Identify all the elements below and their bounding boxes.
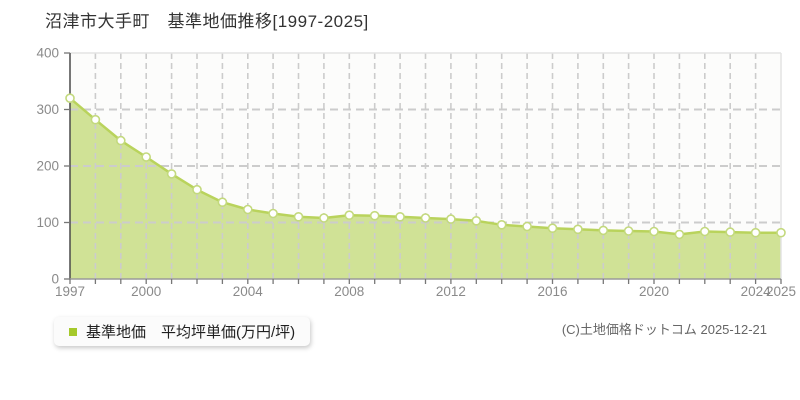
data-point — [725, 227, 736, 237]
y-tick-label: 100 — [36, 215, 59, 230]
copyright-note: (C)土地価格ドットコム 2025-12-21 — [561, 322, 767, 337]
x-tick-label: 2024 — [741, 284, 772, 299]
data-point — [699, 226, 710, 237]
data-point — [344, 210, 355, 220]
data-point — [649, 226, 659, 237]
data-point — [750, 227, 761, 238]
data-point — [522, 221, 532, 232]
data-point — [243, 204, 253, 215]
data-point — [573, 224, 583, 235]
legend-label: 基準地価 平均坪単価(万円/坪) — [86, 324, 296, 341]
data-point — [268, 208, 278, 219]
legend: 基準地価 平均坪単価(万円/坪) — [54, 317, 311, 346]
data-point — [217, 197, 228, 207]
data-point — [116, 135, 126, 146]
data-point — [395, 212, 405, 222]
data-point — [65, 93, 75, 103]
data-point — [446, 214, 456, 224]
x-tick-label: 2008 — [334, 284, 364, 299]
data-point — [471, 216, 482, 226]
data-point — [90, 114, 101, 125]
data-point — [547, 223, 558, 233]
data-point — [319, 213, 329, 223]
data-point — [420, 213, 431, 223]
page-title: 沼津市大手町 基準地価推移[1997-2025] — [45, 12, 369, 31]
data-point — [496, 220, 507, 230]
data-point — [674, 229, 685, 240]
x-tick-label: 2020 — [639, 284, 669, 299]
data-point — [598, 225, 609, 236]
y-tick-label: 0 — [51, 272, 59, 287]
data-point — [623, 226, 634, 236]
data-point — [369, 210, 380, 221]
y-tick-label: 200 — [36, 159, 59, 174]
x-tick-label: 2000 — [131, 284, 161, 299]
x-tick-label: 2025 — [766, 284, 796, 299]
x-tick-label: 2016 — [537, 284, 567, 299]
data-point — [776, 227, 786, 238]
data-point — [166, 169, 177, 179]
x-tick-label: 1997 — [55, 284, 85, 299]
data-point — [293, 212, 304, 222]
y-tick-label: 300 — [36, 102, 59, 117]
y-tick-label: 400 — [36, 46, 59, 61]
x-tick-label: 2004 — [233, 284, 264, 299]
x-tick-label: 2012 — [436, 284, 466, 299]
data-point — [141, 152, 151, 162]
legend-marker-square — [69, 327, 77, 336]
data-point — [192, 184, 202, 195]
